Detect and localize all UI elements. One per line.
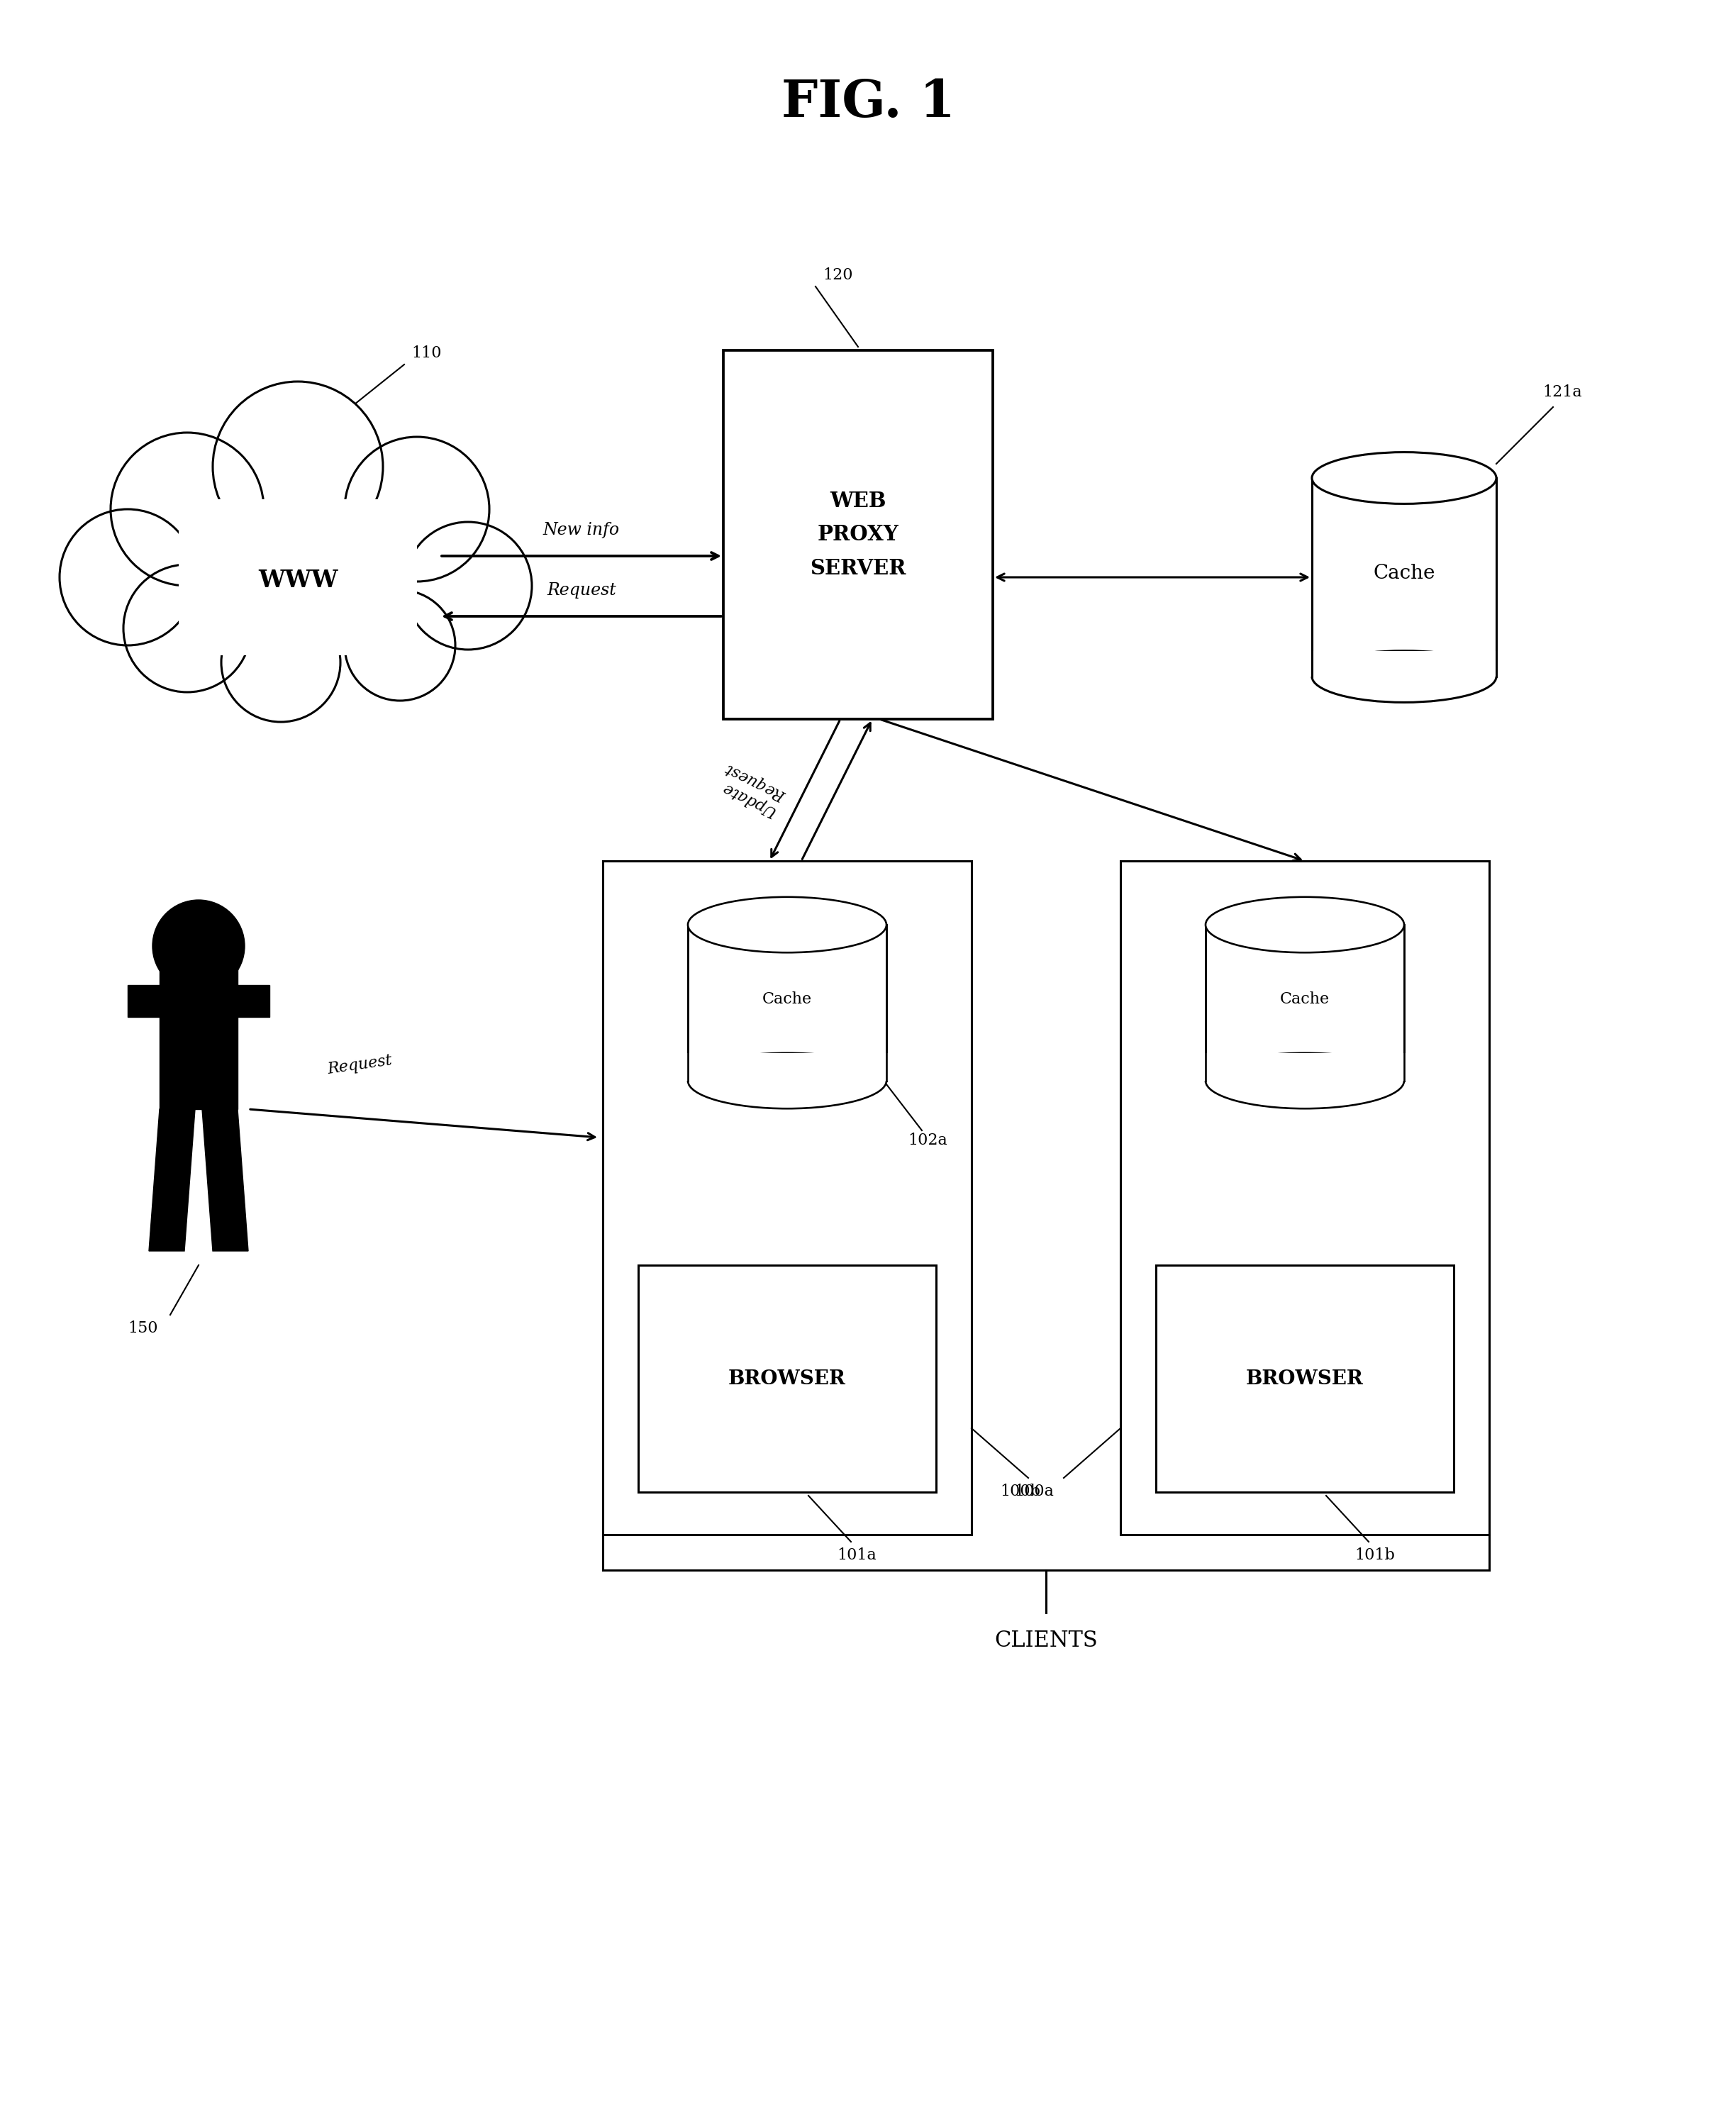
Ellipse shape: [687, 898, 887, 952]
Text: 110: 110: [411, 345, 441, 362]
Circle shape: [123, 565, 252, 692]
Text: Update
Request: Update Request: [715, 759, 788, 820]
Circle shape: [111, 433, 264, 586]
Text: 102a: 102a: [908, 1133, 948, 1148]
Bar: [602, 862, 972, 1534]
Circle shape: [345, 591, 455, 700]
Text: New info: New info: [543, 521, 620, 538]
Circle shape: [59, 509, 196, 645]
Text: Request: Request: [326, 1053, 392, 1076]
Bar: [1120, 862, 1489, 1534]
Text: 100b: 100b: [1000, 1484, 1040, 1499]
Text: CLIENTS: CLIENTS: [995, 1629, 1097, 1652]
Text: Cache: Cache: [1279, 992, 1330, 1007]
Text: 121a: 121a: [1542, 385, 1581, 399]
Bar: [724, 351, 993, 719]
Bar: [179, 500, 417, 656]
Circle shape: [214, 383, 384, 551]
Text: WWW: WWW: [259, 570, 339, 593]
Text: 101b: 101b: [1354, 1547, 1394, 1564]
Ellipse shape: [687, 1053, 887, 1108]
Ellipse shape: [1205, 898, 1404, 952]
Polygon shape: [149, 1110, 194, 1251]
Polygon shape: [201, 1110, 248, 1251]
Bar: [684, 1053, 891, 1080]
Bar: [160, 967, 238, 1110]
Ellipse shape: [1312, 452, 1496, 504]
Circle shape: [153, 900, 245, 992]
Bar: [639, 1265, 936, 1492]
Text: 120: 120: [823, 267, 852, 284]
Ellipse shape: [1312, 652, 1496, 702]
Text: 101a: 101a: [837, 1547, 877, 1564]
Bar: [1309, 652, 1500, 677]
Bar: [128, 986, 269, 1017]
Text: WEB
PROXY
SERVER: WEB PROXY SERVER: [811, 492, 906, 578]
Text: 100a: 100a: [1014, 1484, 1054, 1499]
Text: Cache: Cache: [762, 992, 812, 1007]
Text: BROWSER: BROWSER: [729, 1368, 845, 1387]
Text: BROWSER: BROWSER: [1246, 1368, 1364, 1387]
Bar: [1156, 1265, 1453, 1492]
Circle shape: [220, 603, 340, 721]
Circle shape: [345, 437, 490, 582]
Circle shape: [404, 521, 531, 650]
Text: 150: 150: [128, 1320, 158, 1337]
Text: Request: Request: [547, 582, 616, 599]
Bar: [1201, 1053, 1408, 1080]
Ellipse shape: [1205, 1053, 1404, 1108]
Text: FIG. 1: FIG. 1: [781, 78, 955, 128]
Text: Cache: Cache: [1373, 563, 1436, 582]
